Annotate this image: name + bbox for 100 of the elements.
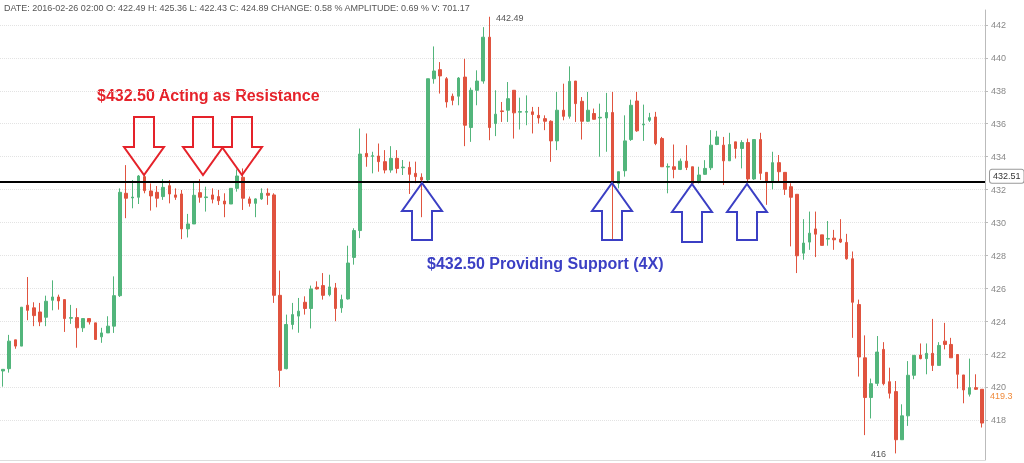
candlestick	[543, 114, 547, 131]
candlestick	[278, 270, 282, 388]
candlestick	[426, 78, 430, 183]
candlestick	[863, 334, 867, 436]
candlestick	[328, 274, 331, 297]
candlestick	[949, 337, 953, 359]
y-tick-label: 426	[991, 283, 1007, 294]
candlestick	[562, 83, 565, 121]
candlestick	[931, 318, 934, 372]
candlestick	[180, 189, 183, 240]
candlestick	[531, 106, 534, 134]
candlestick	[401, 159, 405, 176]
candlestick	[765, 171, 768, 206]
candlestick	[81, 318, 85, 333]
candlestick	[38, 302, 42, 327]
candlestick	[457, 76, 460, 106]
candlestick	[112, 275, 116, 334]
candlestick	[100, 327, 103, 344]
candlestick	[906, 360, 910, 427]
candlestick	[697, 166, 701, 184]
candlestick	[875, 335, 879, 387]
candlestick	[814, 211, 817, 258]
candlestick	[937, 341, 941, 366]
candlestick	[956, 354, 959, 390]
annotation: 442.49	[496, 12, 524, 23]
candlestick	[414, 161, 417, 184]
candlestick	[211, 187, 214, 204]
candlestick	[709, 129, 713, 171]
candlestick	[463, 58, 467, 147]
candlestick	[629, 99, 633, 142]
candlestick	[574, 80, 577, 123]
y-tick-label: 420	[991, 382, 1007, 393]
candlestick	[678, 158, 682, 171]
candlestick	[518, 97, 522, 131]
candlestick	[968, 358, 971, 398]
candlestick	[685, 144, 688, 171]
annotation: $432.50 Acting as Resistance	[97, 86, 320, 104]
candlestick	[642, 104, 645, 142]
candlestick	[925, 342, 928, 375]
candlestick	[192, 181, 196, 225]
candlestick	[494, 89, 497, 137]
candlestick	[395, 149, 399, 174]
candlestick	[358, 128, 362, 239]
candlestick	[771, 151, 774, 190]
candlestick	[260, 187, 263, 201]
candlestick	[592, 108, 596, 121]
candlestick	[882, 341, 885, 386]
candlestick	[186, 213, 190, 238]
candlestick	[284, 314, 288, 370]
candlestick	[168, 179, 171, 204]
candlestick	[703, 159, 707, 176]
candlestick	[217, 189, 220, 206]
y-tick-label: 436	[991, 118, 1007, 129]
annotation: DATE: 2016-02-26 02:00 O: 422.49 H: 425.36 L: 422.43 C: 424.89 CHANGE: 0.58 % AMPLITUDE: 0.69 % V: 701.17	[4, 2, 470, 13]
candlestick	[512, 89, 516, 140]
candlestick	[346, 245, 350, 301]
candlestick	[912, 354, 916, 380]
candlestick	[832, 229, 836, 251]
candlestick	[894, 380, 898, 454]
annotation: 416	[871, 448, 887, 459]
candlestick	[291, 302, 294, 330]
candlestick	[568, 65, 571, 120]
candlestick	[506, 81, 510, 123]
candlestick	[555, 91, 559, 151]
ref-line-label: 432.51	[993, 171, 1021, 182]
candlestick	[309, 285, 313, 329]
candlestick	[371, 151, 374, 174]
candlestick	[777, 154, 781, 183]
candlestick	[389, 145, 393, 174]
candlestick	[605, 92, 608, 153]
candlestick	[900, 403, 904, 441]
candlestick	[7, 334, 11, 374]
candlestick	[69, 304, 73, 325]
candlestick	[826, 220, 830, 247]
candlestick	[248, 196, 251, 208]
candlestick	[266, 187, 270, 206]
candlestick	[469, 87, 473, 143]
candlestick	[888, 367, 891, 400]
candlestick	[795, 193, 799, 274]
candlestick	[808, 211, 811, 251]
candlestick	[857, 299, 861, 378]
candlestick	[57, 294, 60, 311]
text: 419.3	[990, 390, 1013, 401]
y-tick-label: 432	[991, 184, 1007, 195]
annotation: $432.50 Providing Support (4X)	[427, 254, 664, 272]
candlestick	[352, 227, 356, 266]
candlestick	[919, 342, 922, 360]
candlestick	[740, 139, 744, 169]
candlestick	[648, 112, 651, 123]
candlestick	[20, 306, 23, 347]
y-tick-label: 440	[991, 52, 1007, 63]
candlestick	[611, 91, 614, 241]
candlestick	[223, 192, 226, 218]
candlestick	[475, 69, 479, 106]
candlestick	[481, 26, 485, 85]
candlestick	[537, 106, 540, 125]
candlestick	[241, 167, 245, 211]
y-tick-label: 434	[991, 151, 1007, 162]
candlestick	[438, 61, 442, 95]
candlestick	[32, 301, 36, 327]
